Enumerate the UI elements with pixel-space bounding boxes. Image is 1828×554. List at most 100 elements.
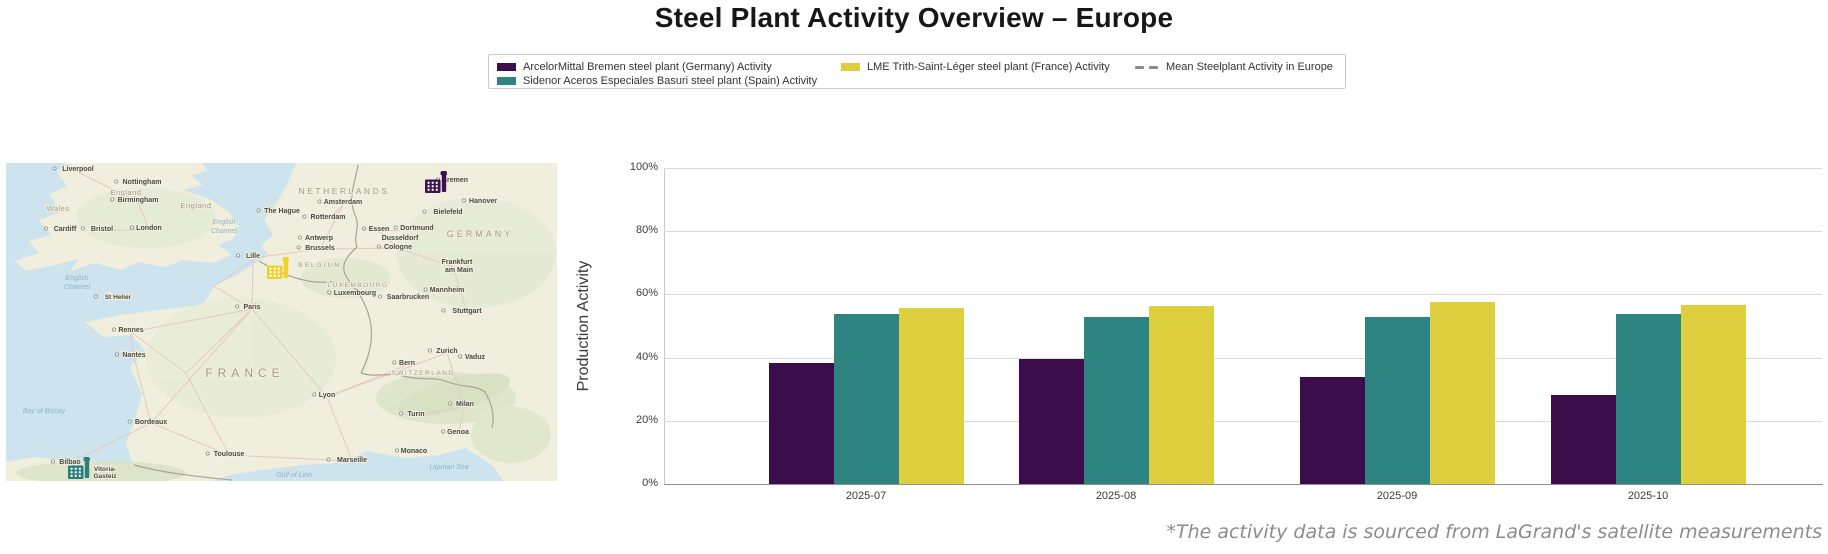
city-marker-dot	[302, 214, 307, 219]
city-label: Liverpool	[62, 166, 94, 173]
bar-2025-08-series3	[1148, 306, 1214, 484]
city-marker-dot	[114, 352, 119, 357]
city-label: Cologne	[384, 244, 412, 251]
factory-marker-icon	[267, 257, 289, 279]
bar-2025-10-series3	[1680, 304, 1746, 484]
region-label: FRANCE	[205, 366, 284, 380]
city-marker-dot	[80, 226, 85, 231]
city-marker-dot	[362, 226, 367, 231]
factory-marker-icon	[425, 171, 447, 193]
city-label: Hanover	[469, 198, 497, 205]
water-label: Channel	[64, 284, 91, 291]
city-marker-dot	[50, 459, 55, 464]
chart-plot-area	[664, 168, 1823, 485]
x-axis-tick-label: 2025-09	[1376, 490, 1418, 502]
region-label: NETHERLANDS	[299, 186, 390, 196]
city-marker-dot	[394, 448, 399, 453]
city-marker-dot	[327, 290, 332, 295]
city-label: Nantes	[122, 352, 145, 359]
city-marker-dot	[376, 244, 381, 249]
legend-item-label: Sidenor Aceros Especiales Basuri steel p…	[523, 75, 818, 87]
y-axis-tick-label: 60%	[635, 287, 658, 300]
factory-marker-icon	[68, 457, 90, 479]
y-gridline	[664, 168, 1822, 169]
region-label: Wales	[46, 204, 69, 213]
region-label: GERMANY	[447, 229, 514, 239]
region-label: England	[180, 201, 211, 210]
bar-2025-07-series1	[768, 362, 834, 484]
water-label: Gulf of Lion	[276, 472, 312, 479]
city-label: Rennes	[118, 327, 143, 334]
city-marker-dot	[114, 179, 119, 184]
y-axis-tick-label: 80%	[635, 224, 658, 237]
y-axis-tick-label: 40%	[635, 350, 658, 363]
bar-2025-09-series1	[1299, 376, 1365, 484]
y-gridline	[664, 357, 1822, 359]
legend-color-swatch	[841, 63, 860, 71]
jersey-island	[106, 291, 112, 297]
legend-item: ArcelorMittal Bremen steel plant (German…	[497, 61, 772, 73]
terrain-patches	[16, 188, 556, 485]
region-label: LUXEMBOURG	[327, 282, 388, 289]
city-label: Monaco	[401, 448, 427, 455]
y-axis-tick-label: 100%	[629, 161, 658, 173]
city-marker-dot	[458, 354, 463, 359]
city-label: Dusseldorf	[382, 235, 419, 242]
city-label: Bremen	[442, 177, 468, 184]
city-label: Antwerp	[305, 235, 333, 242]
map-labels-layer: NETHERLANDS GERMANY BELGIUM LUXEMBOURG FRANC…	[23, 165, 514, 481]
europe-basemap: NETHERLANDS GERMANY BELGIUM LUXEMBOURG FRANC…	[6, 163, 557, 485]
footnote-source-note: *The activity data is sourced from LaGra…	[1166, 521, 1822, 543]
city-label: The Hague	[264, 208, 300, 215]
city-marker-dot	[52, 166, 57, 171]
bar-2025-08-series1	[1018, 359, 1084, 484]
city-label: Essen	[369, 226, 390, 233]
city-label: Paris	[243, 304, 260, 311]
y-axis-tick-label: 0%	[642, 477, 658, 489]
city-marker-dot	[127, 419, 132, 424]
city-marker-dot	[110, 197, 115, 202]
city-marker-dot	[441, 429, 446, 434]
city-label: Turin	[408, 411, 425, 418]
y-axis-tick-label: 20%	[635, 413, 658, 426]
bar-2025-08-series2	[1083, 317, 1149, 484]
city-label: Zurich	[436, 348, 457, 355]
city-label: Vitoria-	[94, 466, 116, 473]
city-label: Mannheim	[430, 287, 465, 294]
city-marker-dot	[317, 199, 322, 204]
city-marker-dot	[393, 225, 398, 230]
city-label: Lille	[246, 253, 260, 260]
europe-map: NETHERLANDS GERMANY BELGIUM LUXEMBOURG FRANC…	[6, 163, 557, 485]
city-label: Genoa	[447, 429, 469, 436]
city-marker-dot	[93, 294, 98, 299]
city-marker-dot	[392, 360, 397, 365]
region-label: SWITZERLAND	[391, 370, 454, 377]
bar-2025-07-series2	[833, 313, 899, 484]
bar-2025-09-series3	[1429, 302, 1495, 484]
city-label: Marseille	[337, 457, 367, 464]
legend-item: Sidenor Aceros Especiales Basuri steel p…	[497, 75, 817, 87]
city-label: Bielefeld	[433, 209, 462, 216]
map-markers-layer	[68, 171, 447, 479]
bar-2025-10-series2	[1615, 313, 1681, 484]
bar-2025-09-series2	[1364, 317, 1430, 484]
city-marker-dot	[129, 225, 134, 230]
y-gridline	[664, 294, 1822, 296]
city-marker-dot	[423, 287, 428, 292]
city-marker-dot	[326, 457, 331, 462]
city-label: Gasteiz	[93, 473, 117, 480]
city-marker-dot	[422, 209, 427, 214]
y-axis-title: Production Activity	[575, 260, 592, 392]
y-gridline	[664, 420, 1822, 422]
city-label: Toulouse	[214, 451, 245, 458]
city-label: Cardiff	[54, 226, 77, 233]
legend-item-label: ArcelorMittal Bremen steel plant (German…	[523, 61, 772, 73]
legend-dashed-line-sample	[1135, 65, 1158, 69]
city-label: Bilbao	[59, 459, 80, 466]
x-axis-tick-label: 2025-07	[845, 490, 887, 502]
city-marker-dot	[441, 308, 446, 313]
city-marker-dot	[312, 392, 317, 397]
city-label: Lyon	[319, 392, 335, 399]
bar-2025-10-series1	[1550, 394, 1616, 484]
city-label: Nottingham	[123, 179, 162, 186]
